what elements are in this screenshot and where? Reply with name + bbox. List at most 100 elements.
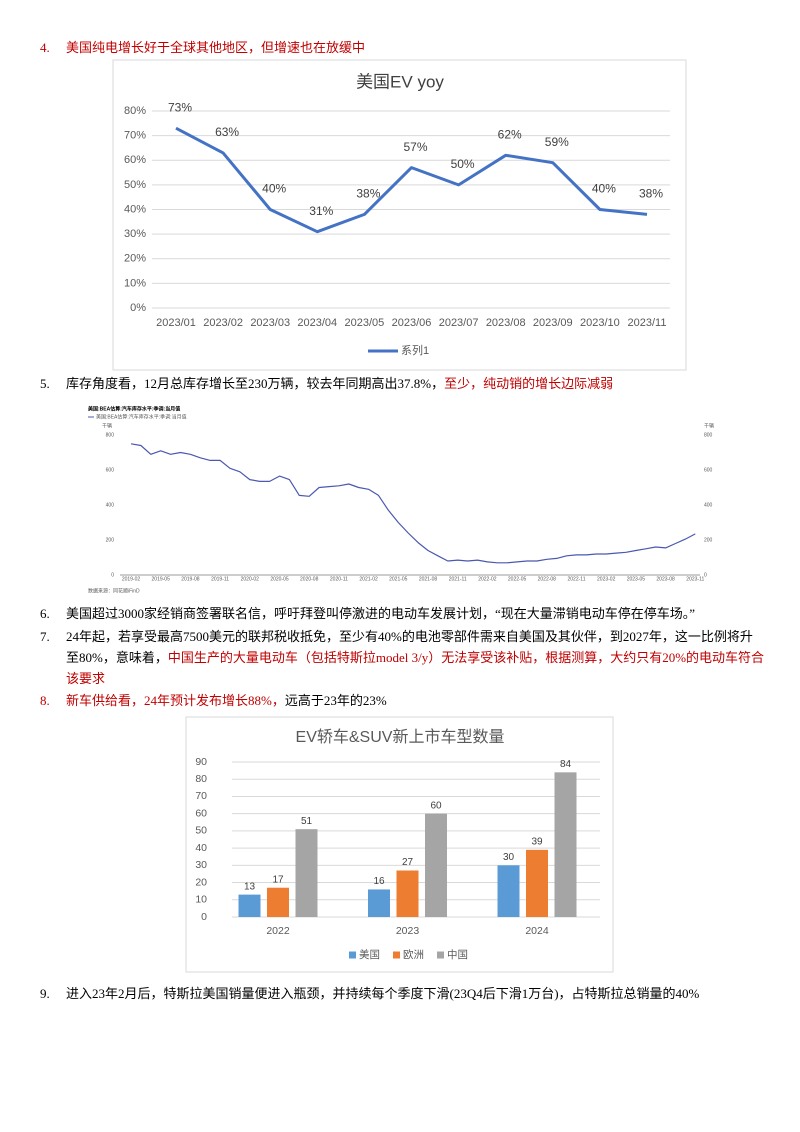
bar xyxy=(238,894,261,917)
x-tick-label: 2019-02 xyxy=(122,576,141,582)
bar xyxy=(368,889,390,917)
x-tick-label: 2020-02 xyxy=(241,576,260,582)
data-label: 39 xyxy=(531,836,543,847)
text-run: 进入23年2月后，特斯拉美国销量便进入瓶颈，并持续每个季度下滑(23Q4后下滑1… xyxy=(66,986,700,1001)
data-label: 60 xyxy=(430,800,442,811)
item-number: 6. xyxy=(40,606,50,621)
legend-label: 美国:BEA估算:汽车库存水平:季调:当月值 xyxy=(96,413,187,420)
x-tick-label: 2022-05 xyxy=(508,576,527,582)
list-item: 4. 美国纯电增长好于全球其他地区，但增速也在放缓中 xyxy=(40,37,765,58)
chart-frame xyxy=(112,59,687,371)
x-tick-label: 2023-02 xyxy=(597,576,616,582)
y-tick-label: 0 xyxy=(201,911,207,923)
data-label: 31% xyxy=(309,204,333,218)
x-tick-label: 2020-05 xyxy=(270,576,289,582)
x-tick-label: 2019-11 xyxy=(211,576,229,582)
legend-swatch xyxy=(349,951,356,959)
list-item: 5. 库存角度看，12月总库存增长至230万辆，较去年同期高出37.8%，至少，纯… xyxy=(40,373,765,394)
x-tick-label: 2023/08 xyxy=(486,317,526,329)
x-tick-label: 2024 xyxy=(525,925,549,937)
legend-label: 美国 xyxy=(359,948,380,961)
y-tick-label: 40% xyxy=(124,203,146,215)
chart-title: EV轿车&SUV新上市车型数量 xyxy=(296,728,505,746)
data-label: 59% xyxy=(545,135,569,149)
y-tick-label: 70% xyxy=(124,130,146,142)
list-item: 8. 新车供给看，24年预计发布增长88%，远高于23年的23% xyxy=(40,690,765,711)
y-tick-label: 600 xyxy=(704,467,713,473)
x-tick-label: 2021-02 xyxy=(359,576,378,582)
y-tick-label: 800 xyxy=(106,432,115,438)
x-tick-label: 2023 xyxy=(396,925,420,937)
text-run: 至少，纯动销的增长边际减弱 xyxy=(444,376,614,391)
text-run: 美国纯电增长好于全球其他地区，但增速也在放缓中 xyxy=(66,40,366,55)
x-tick-label: 2019-05 xyxy=(152,576,171,582)
item-text: 美国纯电增长好于全球其他地区，但增速也在放缓中 xyxy=(66,37,765,58)
legend-swatch xyxy=(393,951,400,959)
bar xyxy=(425,813,447,917)
list-item: 6. 美国超过3000家经销商签署联名信，呼吁拜登叫停激进的电动车发展计划，“现在… xyxy=(40,603,765,624)
legend-label: 系列1 xyxy=(401,343,429,357)
bar xyxy=(267,887,289,917)
text-run: 新车供给看，24年预计发布增长88%， xyxy=(66,693,285,708)
x-tick-label: 2021-11 xyxy=(449,576,467,582)
data-label: 13 xyxy=(244,881,256,892)
axis-unit: 千辆 xyxy=(704,422,714,429)
y-tick-label: 50% xyxy=(124,179,146,191)
text-run: 美国超过3000家经销商签署联名信，呼吁拜登叫停激进的电动车发展计划，“现在大量… xyxy=(66,606,696,621)
y-tick-label: 20% xyxy=(124,253,146,265)
bar xyxy=(295,829,318,917)
series-line xyxy=(175,126,648,234)
y-tick-label: 80 xyxy=(195,773,207,785)
item-text: 进入23年2月后，特斯拉美国销量便进入瓶颈，并持续每个季度下滑(23Q4后下滑1… xyxy=(66,983,765,1004)
y-tick-label: 30% xyxy=(124,228,146,240)
x-tick-label: 2020-08 xyxy=(300,576,319,582)
chart-frame xyxy=(185,716,614,973)
bar xyxy=(396,870,419,917)
y-tick-label: 20 xyxy=(195,876,207,888)
y-tick-label: 600 xyxy=(106,467,115,473)
item-number: 5. xyxy=(40,376,50,391)
y-tick-label: 400 xyxy=(106,502,115,508)
data-label: 84 xyxy=(560,759,572,770)
y-tick-label: 0% xyxy=(130,302,146,314)
y-tick-label: 80% xyxy=(124,105,146,117)
legend-label: 中国 xyxy=(447,948,468,961)
x-tick-label: 2023/11 xyxy=(628,317,667,329)
data-label: 16 xyxy=(373,876,385,887)
data-label: 57% xyxy=(403,140,427,154)
x-tick-label: 2021-08 xyxy=(419,576,438,582)
x-tick-label: 2023-05 xyxy=(627,576,646,582)
y-tick-label: 60 xyxy=(195,807,207,819)
x-tick-label: 2023/06 xyxy=(392,317,432,329)
y-tick-label: 0 xyxy=(111,572,114,578)
series-line xyxy=(130,443,696,564)
x-tick-label: 2023/09 xyxy=(533,317,573,329)
y-tick-label: 800 xyxy=(704,432,713,438)
x-tick-label: 2023/01 xyxy=(156,317,196,329)
data-label: 51 xyxy=(301,816,313,827)
item-text: 新车供给看，24年预计发布增长88%，远高于23年的23% xyxy=(66,690,765,711)
y-tick-label: 200 xyxy=(106,537,115,543)
y-tick-label: 10 xyxy=(195,894,207,906)
x-tick-label: 2023/04 xyxy=(297,317,337,329)
x-tick-label: 2021-05 xyxy=(389,576,408,582)
item-text: 美国超过3000家经销商签署联名信，呼吁拜登叫停激进的电动车发展计划，“现在大量… xyxy=(66,603,765,624)
data-label: 40% xyxy=(592,182,616,196)
x-tick-label: 2023-08 xyxy=(656,576,675,582)
y-tick-label: 60% xyxy=(124,154,146,166)
x-tick-label: 2023/07 xyxy=(439,317,479,329)
x-tick-label: 2023-11 xyxy=(686,576,704,582)
bar xyxy=(526,849,548,917)
data-label: 17 xyxy=(272,874,284,885)
data-label: 73% xyxy=(168,100,192,114)
legend-label: 欧洲 xyxy=(403,949,424,961)
axis-unit: 千辆 xyxy=(102,422,112,429)
x-tick-label: 2022-08 xyxy=(538,576,557,582)
item-number: 4. xyxy=(40,40,50,55)
y-tick-label: 70 xyxy=(195,790,207,802)
y-tick-label: 90 xyxy=(195,756,207,768)
y-tick-label: 400 xyxy=(704,502,713,508)
x-tick-label: 2020-11 xyxy=(330,576,348,582)
